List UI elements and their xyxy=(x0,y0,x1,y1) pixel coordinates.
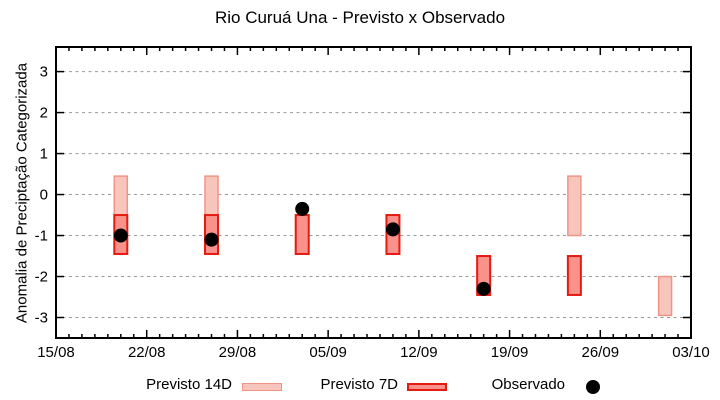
y-tick-label: 2 xyxy=(40,105,48,122)
bar-previsto-14d xyxy=(204,175,219,216)
x-tick-label: 26/09 xyxy=(582,344,620,361)
y-tick-label: 1 xyxy=(40,146,48,163)
legend-swatch-previsto-14d xyxy=(242,383,282,391)
x-tick-label: 22/08 xyxy=(128,344,166,361)
y-tick-label: 0 xyxy=(40,187,48,204)
observado-point xyxy=(204,232,219,247)
observado-point xyxy=(476,281,491,296)
y-tick-label: -3 xyxy=(35,310,48,327)
bar-previsto-7d xyxy=(566,255,582,296)
y-tick-label: 3 xyxy=(40,64,48,81)
plot-border xyxy=(55,46,692,339)
bar-previsto-14d xyxy=(567,175,582,237)
legend-label-observado: Observado xyxy=(491,376,565,393)
bar-previsto-14d xyxy=(657,275,673,317)
x-tick-label: 29/08 xyxy=(219,344,257,361)
bar-previsto-14d xyxy=(113,175,129,216)
legend-marker-observado-icon xyxy=(586,380,600,394)
observado-point xyxy=(113,228,128,243)
x-tick-label: 03/10 xyxy=(672,344,710,361)
x-tick-label: 12/09 xyxy=(400,344,438,361)
chart-title: Rio Curuá Una - Previsto x Observado xyxy=(214,8,506,27)
observado-point xyxy=(295,201,310,216)
x-tick-label: 19/09 xyxy=(491,344,529,361)
x-tick-label: 05/09 xyxy=(309,344,347,361)
y-tick-label: -1 xyxy=(35,228,48,245)
legend-label-previsto-14d: Previsto 14D xyxy=(146,376,232,393)
x-tick-label: 15/08 xyxy=(37,344,75,361)
legend-swatch-previsto-7d xyxy=(407,383,447,391)
bar-previsto-7d xyxy=(294,214,310,255)
observado-point xyxy=(385,222,400,237)
y-tick-label: -2 xyxy=(35,269,48,286)
legend-label-previsto-7d: Previsto 7D xyxy=(320,376,398,393)
